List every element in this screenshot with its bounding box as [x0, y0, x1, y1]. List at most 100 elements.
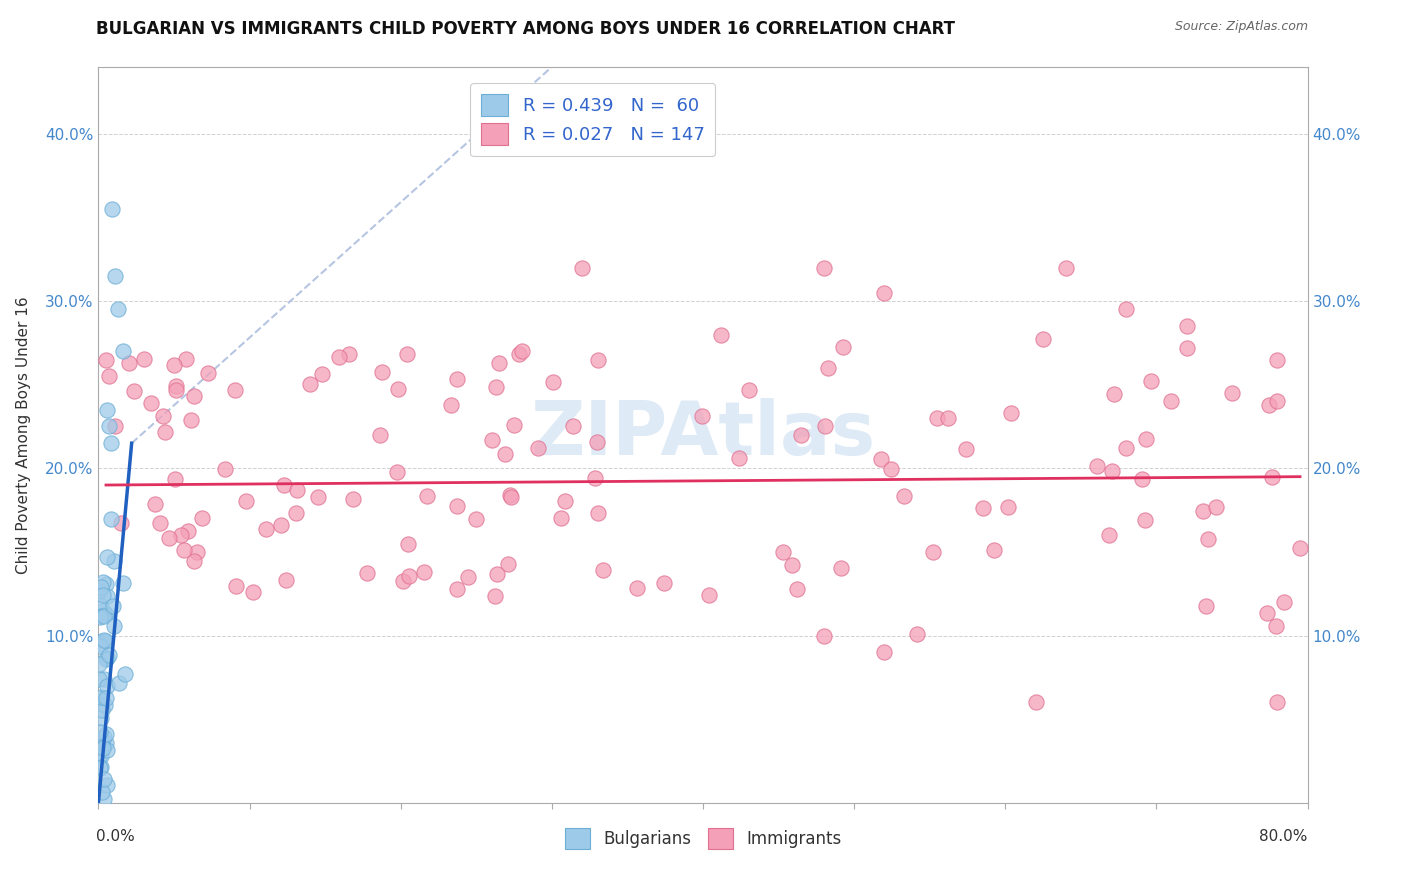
Point: [339, 347, 361, 361]
Point: [446, 499, 468, 513]
Point: [132, 351, 155, 366]
Point: [485, 567, 508, 582]
Point: [89, 690, 111, 705]
Point: [786, 582, 808, 596]
Point: [89, 761, 111, 775]
Point: [111, 344, 134, 359]
Point: [87, 583, 110, 598]
Point: [96, 651, 118, 665]
Point: [98, 419, 121, 434]
Point: [936, 411, 959, 425]
Point: [104, 418, 127, 433]
Point: [94, 352, 117, 367]
Point: [90, 690, 112, 704]
Point: [1267, 394, 1289, 409]
Point: [328, 350, 350, 364]
Point: [110, 516, 132, 531]
Point: [284, 506, 307, 520]
Point: [697, 588, 720, 602]
Point: [89, 599, 111, 613]
Point: [1195, 599, 1218, 614]
Point: [96, 679, 118, 693]
Point: [997, 500, 1019, 515]
Point: [157, 531, 180, 545]
Point: [96, 778, 118, 792]
Point: [87, 673, 110, 687]
Point: [235, 494, 257, 508]
Text: 80.0%: 80.0%: [1260, 830, 1308, 844]
Point: [1267, 696, 1289, 710]
Point: [1115, 302, 1137, 317]
Legend: Bulgarians, Immigrants: Bulgarians, Immigrants: [557, 820, 849, 857]
Point: [983, 542, 1005, 557]
Point: [89, 639, 111, 653]
Point: [814, 419, 837, 434]
Point: [90, 749, 112, 764]
Point: [893, 489, 915, 503]
Point: [90, 580, 112, 594]
Point: [163, 358, 186, 372]
Point: [817, 361, 839, 376]
Text: 0.0%: 0.0%: [96, 830, 135, 844]
Point: [118, 356, 141, 370]
Point: [387, 382, 409, 396]
Text: BULGARIAN VS IMMIGRANTS CHILD POVERTY AMONG BOYS UNDER 16 CORRELATION CHART: BULGARIAN VS IMMIGRANTS CHILD POVERTY AM…: [96, 20, 955, 37]
Point: [586, 353, 609, 368]
Point: [496, 557, 519, 571]
Point: [398, 569, 420, 583]
Point: [96, 589, 118, 603]
Point: [93, 740, 115, 755]
Point: [107, 302, 129, 317]
Point: [91, 589, 114, 603]
Point: [89, 657, 111, 672]
Point: [98, 369, 121, 384]
Point: [368, 428, 391, 442]
Point: [165, 472, 187, 486]
Point: [1205, 500, 1227, 515]
Point: [1191, 503, 1213, 517]
Point: [510, 344, 533, 359]
Point: [273, 477, 295, 491]
Point: [100, 512, 122, 526]
Point: [91, 703, 114, 717]
Point: [485, 380, 508, 394]
Point: [170, 528, 193, 542]
Point: [177, 524, 200, 538]
Point: [391, 574, 413, 588]
Point: [93, 633, 115, 648]
Point: [94, 652, 117, 666]
Point: [1032, 332, 1054, 346]
Point: [387, 465, 409, 479]
Point: [254, 522, 277, 536]
Point: [1130, 472, 1153, 486]
Point: [1257, 398, 1279, 412]
Point: [554, 494, 576, 508]
Point: [93, 792, 115, 806]
Point: [94, 736, 117, 750]
Point: [108, 676, 131, 690]
Point: [93, 575, 115, 590]
Point: [412, 565, 434, 579]
Point: [285, 483, 308, 497]
Point: [91, 785, 114, 799]
Point: [242, 584, 264, 599]
Point: [501, 491, 523, 505]
Point: [270, 518, 292, 533]
Point: [508, 347, 530, 361]
Point: [96, 742, 118, 756]
Point: [905, 627, 928, 641]
Point: [1264, 619, 1286, 633]
Point: [873, 645, 896, 659]
Point: [180, 413, 202, 427]
Point: [89, 749, 111, 764]
Point: [457, 569, 479, 583]
Point: [298, 376, 321, 391]
Point: [446, 371, 468, 385]
Point: [197, 366, 219, 380]
Point: [832, 340, 855, 354]
Point: [93, 730, 115, 744]
Y-axis label: Child Poverty Among Boys Under 16: Child Poverty Among Boys Under 16: [17, 296, 31, 574]
Point: [484, 589, 506, 603]
Point: [91, 739, 114, 753]
Point: [1000, 406, 1022, 420]
